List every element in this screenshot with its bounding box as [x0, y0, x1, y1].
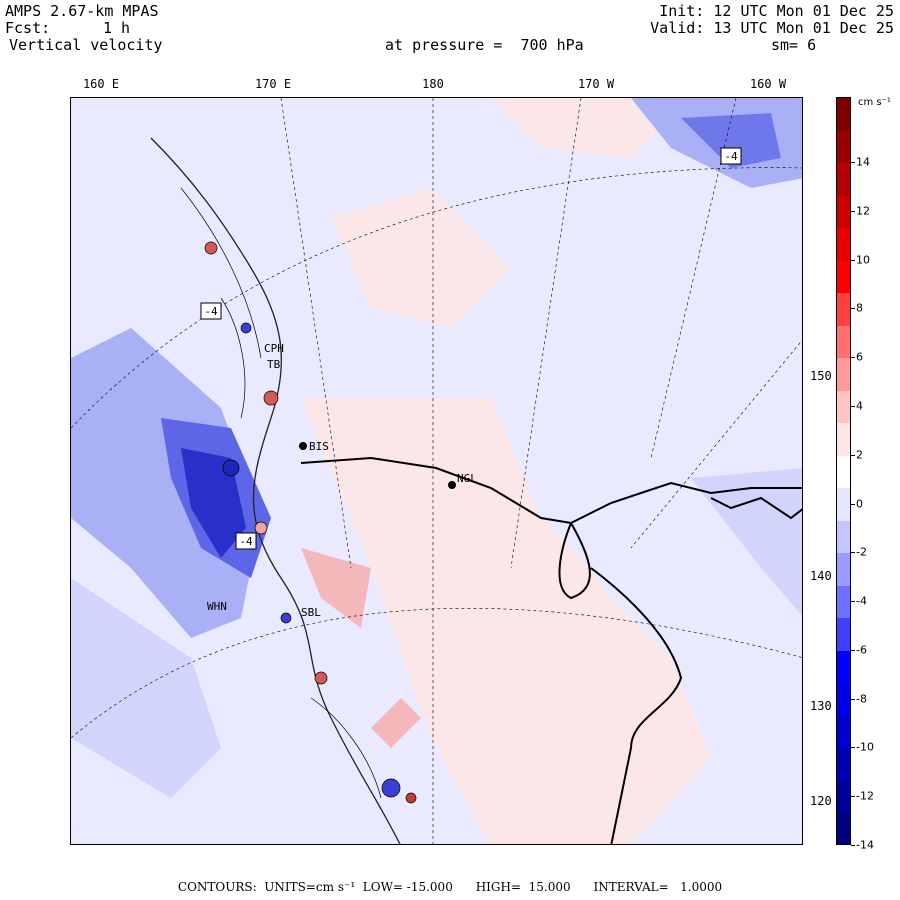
colorbar-tick-label: -2	[856, 545, 867, 559]
colorbar-tick-label: 4	[856, 399, 863, 413]
colorbar-cell	[837, 325, 850, 359]
station-label-bis: BIS	[309, 440, 329, 453]
colorbar-cell	[837, 780, 850, 814]
colorbar-cell	[837, 650, 850, 684]
colorbar-cell	[837, 260, 850, 294]
colorbar-tick-label: 12	[856, 204, 870, 218]
station-label-cph: CPH	[264, 342, 284, 355]
box-text-3: -4	[239, 535, 253, 548]
station-label-tb: TB	[267, 358, 281, 371]
colorbar-tick-mark	[851, 649, 855, 651]
forecast-label: Fcst:	[5, 19, 51, 37]
colorbar-tick-label: 6	[856, 350, 863, 364]
box-text-1: -4	[724, 150, 738, 163]
colorbar-tick-mark	[851, 454, 855, 456]
colorbar-cell	[837, 520, 850, 554]
coastline	[300, 456, 802, 844]
forecast-value: 1 h	[103, 19, 131, 37]
lon-label-160e: 160 E	[82, 77, 120, 91]
valid-time: Valid: 13 UTC Mon 01 Dec 25	[650, 19, 894, 37]
colorbar-cell	[837, 98, 850, 132]
init-time: Init: 12 UTC Mon 01 Dec 25	[659, 2, 894, 20]
station-label-whn: WHN	[207, 600, 227, 613]
colorbar-tick-mark	[851, 162, 855, 164]
colorbar-tick-label: -4	[856, 594, 867, 608]
colorbar-tick-mark	[851, 845, 855, 846]
colorbar-cell	[837, 748, 850, 782]
colorbar-tick-mark	[851, 503, 855, 505]
colorbar-tick-mark	[851, 698, 855, 700]
station-label-sbl: SBL	[301, 606, 321, 619]
station-label-ngl: NGL	[457, 472, 477, 485]
colorbar-tick-label: -12	[856, 789, 874, 803]
colorbar-cell	[837, 488, 850, 522]
colorbar-cell	[837, 585, 850, 619]
field-name: Vertical velocity	[9, 36, 163, 54]
colorbar-tick-label: 14	[856, 155, 870, 169]
colorbar-cell	[837, 358, 850, 392]
station-marker-bis	[299, 442, 307, 450]
vertical-velocity-map: -4 -4 -4 BIS NGL SBL WHN CPH TB	[71, 98, 802, 844]
terrain-noise	[150, 137, 417, 844]
min-boxes	[200, 147, 742, 550]
colorbar-cell	[837, 683, 850, 717]
map-panel: -4 -4 -4 BIS NGL SBL WHN CPH TB	[70, 97, 803, 845]
stations	[299, 442, 456, 489]
colorbar-tick-mark	[851, 210, 855, 212]
colorbar	[836, 97, 851, 845]
box-label-1	[720, 147, 742, 165]
colorbar-tick-mark	[851, 405, 855, 407]
contour-info: CONTOURS: UNITS=cm s⁻¹ LOW= -15.000 HIGH…	[177, 880, 723, 894]
colorbar-cell	[837, 228, 850, 262]
colorbar-cell	[837, 813, 850, 844]
model-title: AMPS 2.67-km MPAS	[5, 2, 159, 20]
lon-label-170w: 170 W	[577, 77, 615, 91]
station-marker-ngl	[448, 481, 456, 489]
colorbar-cell	[837, 455, 850, 489]
colorbar-cell	[837, 390, 850, 424]
colorbar-tick-mark	[851, 552, 855, 554]
colorbar-tick-label: -14	[856, 838, 874, 852]
colorbar-tick-label: 2	[856, 448, 863, 462]
colorbar-cell	[837, 715, 850, 749]
colorbar-tick-mark	[851, 308, 855, 310]
box-text-2: -4	[204, 305, 218, 318]
colorbar-tick-label: -8	[856, 692, 867, 706]
colorbar-tick-label: -6	[856, 643, 867, 657]
box-label-3	[235, 532, 257, 550]
lon-label-180: 180	[422, 77, 444, 91]
colorbar-tick-label: 10	[856, 253, 870, 267]
box-label-2	[200, 302, 222, 320]
colorbar-cell	[837, 553, 850, 587]
lon-label-170e: 170 E	[254, 77, 292, 91]
colorbar-tick-mark	[851, 357, 855, 359]
colorbar-tick-label: -10	[856, 740, 874, 754]
colorbar-tick-label: 8	[856, 301, 863, 315]
colorbar-cell	[837, 423, 850, 457]
pressure-level: at pressure = 700 hPa	[385, 36, 584, 54]
colorbar-tick-mark	[851, 601, 855, 603]
colorbar-cell	[837, 163, 850, 197]
colorbar-cell	[837, 618, 850, 652]
colorbar-units: cm s⁻¹	[858, 97, 891, 108]
colorbar-cell	[837, 195, 850, 229]
smoothing: sm= 6	[771, 36, 817, 54]
colorbar-cell	[837, 293, 850, 327]
colorbar-tick-mark	[851, 796, 855, 798]
colorbar-cell	[837, 130, 850, 164]
lon-label-160w: 160 W	[749, 77, 787, 91]
colorbar-tick-mark	[851, 259, 855, 261]
colorbar-tick-mark	[851, 747, 855, 749]
colorbar-tick-label: 0	[856, 497, 863, 511]
